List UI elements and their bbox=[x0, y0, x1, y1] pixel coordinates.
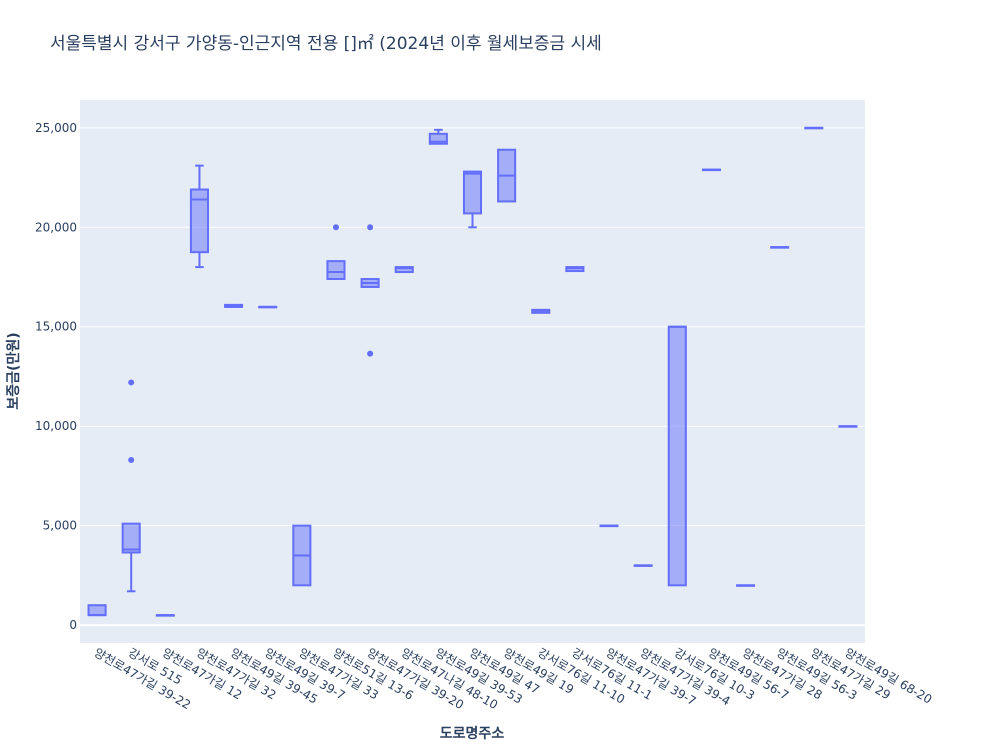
outlier-point bbox=[128, 379, 135, 386]
iqr-box bbox=[189, 188, 209, 254]
outlier-point bbox=[367, 224, 374, 231]
box-21 bbox=[770, 246, 790, 249]
box-6 bbox=[258, 305, 278, 309]
y-tick-label: 20,000 bbox=[35, 220, 77, 234]
box-20 bbox=[736, 584, 756, 587]
iqr-box bbox=[326, 260, 346, 281]
box-22 bbox=[804, 126, 824, 130]
box-11 bbox=[428, 128, 448, 145]
box-17 bbox=[633, 564, 653, 567]
outlier-point bbox=[128, 457, 135, 464]
box-16 bbox=[599, 524, 619, 528]
boxes bbox=[87, 126, 858, 617]
y-axis-title: 보증금(만원) bbox=[6, 332, 22, 409]
box-13 bbox=[497, 148, 517, 203]
outlier-point bbox=[332, 224, 339, 231]
iqr-box bbox=[428, 132, 448, 145]
y-tick-label: 0 bbox=[69, 618, 77, 632]
iqr-box bbox=[87, 604, 107, 617]
box-7 bbox=[292, 524, 312, 587]
y-tick-label: 10,000 bbox=[35, 419, 77, 433]
box-9 bbox=[360, 224, 380, 357]
iqr-box bbox=[462, 170, 483, 215]
box-12 bbox=[462, 170, 483, 229]
box-18 bbox=[667, 325, 687, 587]
box-3 bbox=[155, 614, 175, 617]
gridlines bbox=[80, 127, 865, 627]
box-5 bbox=[224, 303, 244, 308]
y-tick-label: 25,000 bbox=[35, 121, 77, 135]
x-axis-title: 도로명주소 bbox=[440, 725, 505, 742]
y-tick-label: 15,000 bbox=[35, 320, 77, 334]
box-8 bbox=[326, 224, 346, 281]
box-19 bbox=[701, 168, 721, 172]
box-15 bbox=[565, 266, 585, 273]
box-1 bbox=[87, 604, 107, 617]
y-tick-label: 5,000 bbox=[43, 519, 77, 533]
box-10 bbox=[394, 266, 414, 274]
outlier-point bbox=[367, 350, 374, 357]
iqr-box bbox=[121, 522, 141, 554]
iqr-box bbox=[667, 325, 687, 587]
box-4 bbox=[189, 164, 209, 269]
box-14 bbox=[531, 308, 551, 314]
y-axis-ticks: 0 5,000 10,000 15,000 20,000 25,000 bbox=[35, 121, 77, 632]
box-2 bbox=[121, 379, 141, 593]
box-23 bbox=[838, 425, 858, 428]
chart-title: 서울특별시 강서구 가양동-인근지역 전용 []㎡ (2024년 이후 월세보증… bbox=[50, 34, 602, 54]
